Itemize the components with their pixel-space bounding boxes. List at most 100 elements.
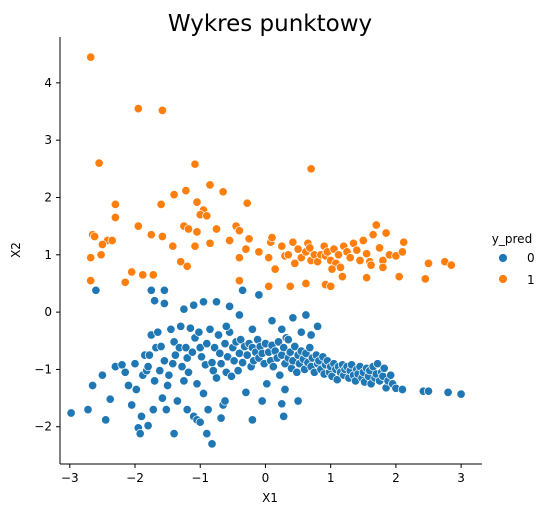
data-point — [296, 327, 306, 337]
data-point — [159, 356, 169, 366]
y-tick-label: 4 — [44, 76, 52, 90]
data-point — [136, 411, 147, 421]
data-point — [156, 199, 166, 209]
data-point — [198, 388, 209, 399]
data-point — [168, 359, 178, 369]
data-point — [238, 285, 248, 295]
data-point — [164, 370, 174, 380]
data-point — [220, 396, 230, 406]
legend: y_pred 0 1 — [492, 232, 535, 287]
data-point — [225, 235, 235, 246]
data-point — [277, 324, 287, 334]
data-point — [163, 380, 173, 391]
data-point — [218, 187, 228, 197]
data-point — [305, 243, 315, 253]
data-point — [397, 384, 407, 395]
data-point — [86, 253, 96, 263]
data-point — [192, 379, 202, 389]
data-point — [355, 255, 365, 266]
data-point — [288, 237, 298, 247]
data-point — [399, 237, 409, 247]
data-point — [194, 327, 204, 337]
data-point — [207, 439, 217, 449]
x-tick-label: −1 — [191, 471, 209, 485]
data-point — [150, 376, 160, 386]
data-point — [213, 330, 224, 340]
data-point — [190, 159, 200, 169]
data-point — [420, 274, 430, 284]
data-point — [290, 341, 300, 352]
data-point — [254, 247, 264, 257]
data-point — [313, 321, 323, 331]
data-point — [155, 366, 165, 376]
data-point — [189, 300, 199, 310]
data-point — [279, 411, 289, 421]
data-point — [375, 243, 385, 253]
data-point — [221, 321, 231, 331]
data-point — [345, 253, 355, 263]
data-point — [216, 359, 226, 369]
data-point — [267, 233, 277, 243]
series-1 — [86, 52, 456, 291]
data-point — [456, 389, 466, 399]
data-point — [326, 281, 336, 291]
data-point — [195, 343, 205, 353]
data-point — [264, 281, 274, 291]
data-point — [241, 387, 251, 397]
data-point — [268, 362, 278, 372]
y-tick-label: 0 — [44, 305, 52, 319]
data-point — [277, 241, 287, 251]
data-point — [225, 301, 235, 311]
data-point — [127, 400, 137, 410]
data-point — [83, 405, 93, 415]
data-point — [337, 272, 347, 282]
data-point — [117, 360, 127, 370]
data-point — [196, 352, 207, 362]
data-point — [107, 235, 117, 246]
data-point — [205, 180, 215, 190]
data-point — [97, 370, 107, 380]
data-point — [205, 238, 215, 248]
data-point — [293, 244, 303, 254]
data-point — [143, 362, 153, 372]
data-point — [130, 359, 140, 369]
data-point — [176, 321, 186, 331]
data-point — [335, 262, 346, 272]
data-point — [157, 393, 167, 403]
data-point — [170, 350, 180, 360]
data-point — [290, 258, 300, 268]
data-point — [373, 359, 383, 369]
data-point — [211, 297, 222, 307]
data-point — [247, 324, 257, 334]
y-tick-label: 3 — [44, 133, 52, 147]
data-point — [185, 323, 195, 333]
data-point — [215, 348, 225, 358]
legend-title: y_pred — [492, 232, 532, 246]
data-point — [91, 285, 101, 295]
data-point — [275, 370, 285, 380]
data-point — [202, 339, 212, 349]
data-point — [211, 373, 222, 383]
data-point — [182, 261, 192, 271]
data-point — [150, 296, 160, 306]
x-tick-label: 1 — [327, 471, 335, 485]
data-point — [234, 310, 244, 320]
data-point — [144, 350, 154, 360]
data-point — [254, 290, 264, 300]
data-point — [205, 324, 215, 334]
data-point — [96, 250, 106, 260]
data-point — [101, 415, 111, 425]
data-point — [423, 386, 434, 396]
data-point — [97, 239, 107, 250]
data-point — [293, 396, 303, 406]
data-point — [292, 367, 302, 377]
data-point — [381, 228, 391, 238]
data-point — [238, 358, 248, 368]
data-point — [133, 104, 143, 114]
data-point — [306, 164, 316, 174]
data-point — [176, 257, 186, 267]
data-point — [301, 278, 311, 289]
data-point — [283, 250, 293, 260]
data-point — [120, 367, 130, 377]
